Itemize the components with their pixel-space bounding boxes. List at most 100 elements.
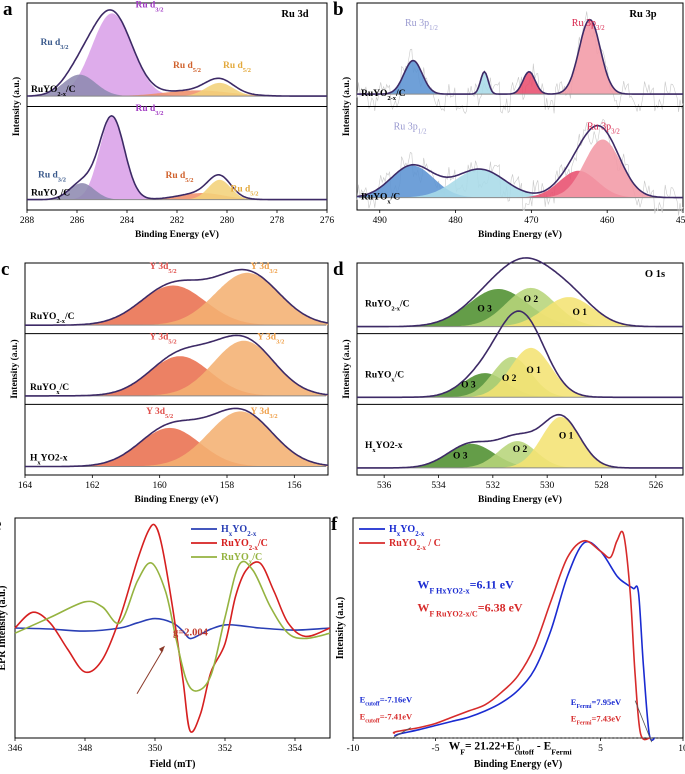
peak-fill [357,443,683,468]
x-axis-label: Binding Energy (eV) [478,229,562,240]
sample-label: RuYO2-x/C [365,300,410,313]
x-tick-label: 156 [287,481,302,491]
peak-label: Y 3d5/2 [149,262,176,275]
x-tick-label: 460 [600,216,615,226]
peak-fill [357,71,683,95]
y-axis-label: Intensity (a.u.) [335,597,346,660]
x-tick-label: 490 [373,216,388,226]
peak-fill [27,183,327,200]
peak-label: Ru 3p3/2 [587,121,620,135]
peak-fill [25,427,328,467]
x-tick-label: 0 [516,744,521,754]
x-tick-label: 10 [678,744,685,754]
legend-label: RuYOx/C [221,552,262,566]
x-tick-label: 528 [594,481,609,491]
panel-e: 346 348 350 352 354 Field (mT) EPR Intensity (… [0,514,331,770]
peak-label: Ru d3/2 [40,38,68,51]
legend-label: RuYO2-x / C [389,538,441,552]
y-axis-label: Intensity (a.u.) [11,77,22,136]
peak-fill [357,441,683,468]
peak-label: Y 3d3/2 [250,407,277,420]
panel-a: 288 286 284 282 280 278 276 Ru 3d Binding Energy… [3,0,334,240]
fit-envelope-line [25,334,329,397]
peak-label: Y 3d3/2 [257,333,284,346]
peak-fill [25,272,328,326]
fit-envelope-line [25,268,329,327]
peak-fill [27,116,327,200]
peak-label: Y 3d5/2 [149,333,176,346]
panel-letter: b [333,0,344,20]
panel-letter: e [0,514,1,535]
fermi-label: EFermi=7.95eV [571,697,622,710]
x-tick-label: 536 [377,481,392,491]
y-axis-label: Intensity (a.u.) [341,339,352,398]
peak-label: O 2 [502,374,517,384]
x-tick-label: 158 [220,481,235,491]
peak-fill [357,347,683,398]
x-tick-label: 480 [448,216,463,226]
x-tick-label: 530 [540,481,555,491]
fit-envelope-line [25,407,329,468]
cutoff-label: Ecutoff=-7.16eV [360,695,413,708]
plot-frame [356,262,684,476]
x-tick-label: 526 [649,481,664,491]
panel-letter: c [1,259,9,280]
sample-label: RuYO2-x/C [30,312,75,325]
peak-label: Ru d5/2 [223,61,251,74]
fit-envelope-line [27,9,327,97]
annotation-arrowhead [159,645,165,653]
cutoff-label: Ecutoff=-7.41eV [360,711,413,724]
y-axis-label: Intensity (a.u.) [341,77,352,136]
x-tick-label: 164 [18,481,33,491]
x-tick-label: 534 [431,481,446,491]
peak-fill [357,297,683,327]
fit-envelope-line [27,115,327,201]
peak-fill [25,285,328,326]
peak-fill [25,411,328,467]
peak-label: O 3 [453,451,468,461]
legend-label: HxYO2-x [221,524,257,538]
x-tick-label: 450 [676,216,685,226]
fit-envelope-line [357,257,683,328]
x-tick-label: 470 [524,216,539,226]
x-tick-label: 286 [70,216,85,226]
peak-label: Ru d5/2 [165,171,193,184]
panel-title: O 1s [645,269,665,280]
x-tick-label: 284 [120,216,135,226]
series-line [14,617,331,640]
fermi-label: EFermi=7.43eV [571,713,622,726]
work-function-equation: WF= 21.22+Ecutoff - EFermi [449,740,573,756]
panel-letter: a [3,0,13,20]
fit-envelope-line [357,413,683,469]
legend-label: RuYO2-x/C [221,538,268,552]
x-tick-label: 354 [288,744,303,754]
x-tick-label: 160 [153,481,168,491]
x-tick-label: 162 [85,481,100,491]
peak-fill [357,165,683,198]
fit-envelope-line [357,18,683,95]
cutoff-fit-line [392,727,411,739]
g-factor-annotation: g=2.004 [173,628,209,639]
series-line [392,530,651,741]
fermi-fit-line [634,700,653,743]
peak-label: Ru d5/2 [173,61,201,74]
x-tick-label: 288 [20,216,35,226]
y-axis-label: Intensity (a.u.) [9,339,20,398]
peak-label: Ru d5/2 [230,184,258,197]
x-axis-label: Binding Energy (eV) [135,494,219,505]
peak-label: Ru d3/2 [38,170,66,183]
x-tick-label: 350 [148,744,163,754]
peak-fill [357,139,683,198]
x-axis-label: Binding Energy (eV) [478,494,562,505]
peak-fill [357,169,683,198]
y-axis-label: EPR Intensity (a.u.) [0,585,8,670]
peak-fill [357,287,683,327]
series-line [394,540,656,742]
peak-label: Ru d3/2 [135,104,163,117]
peak-label: O 1 [573,308,588,318]
peak-label: O 1 [559,431,574,441]
x-tick-label: -10 [347,744,360,754]
peak-fill [27,13,327,97]
panel-d: 536 534 532 530 528 526 O 1s Binding Energy (eV… [333,257,684,505]
peak-label: Ru 3p1/2 [405,18,438,32]
